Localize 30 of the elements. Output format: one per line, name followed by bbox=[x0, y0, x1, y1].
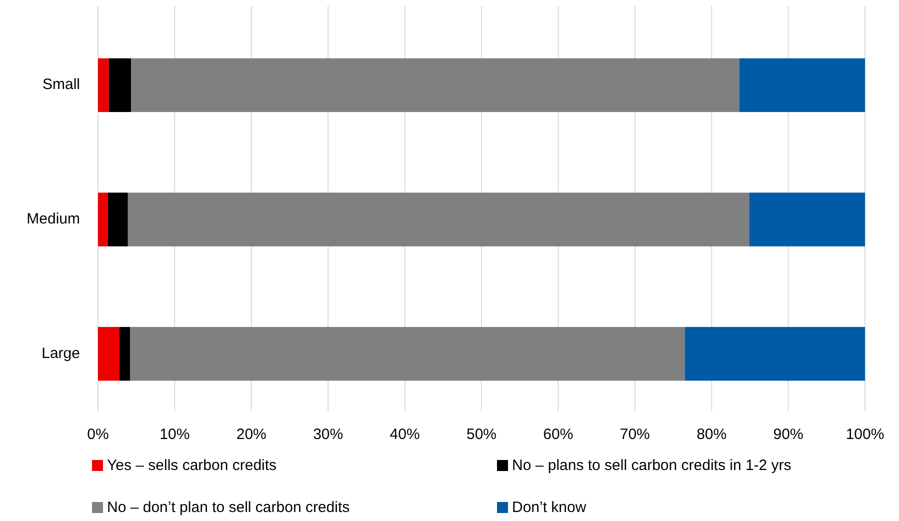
y-tick-label: Large bbox=[42, 344, 80, 362]
x-tick-label: 20% bbox=[236, 426, 266, 443]
x-tick-label: 30% bbox=[313, 426, 344, 443]
bar bbox=[128, 192, 750, 246]
x-tick-label: 40% bbox=[390, 426, 420, 443]
x-tick-label: 10% bbox=[160, 426, 190, 443]
legend-label: No – plans to sell carbon credits in 1-2 yrs bbox=[512, 456, 792, 474]
x-tick-label: 90% bbox=[773, 426, 804, 443]
x-tick-label: 80% bbox=[696, 426, 727, 443]
x-tick-label: 0% bbox=[87, 426, 109, 443]
legend-label: Don’t know bbox=[512, 498, 586, 516]
bar bbox=[108, 192, 128, 246]
bar bbox=[739, 58, 865, 112]
y-tick-label: Medium bbox=[26, 210, 80, 228]
bar bbox=[98, 192, 108, 246]
bar bbox=[130, 58, 740, 112]
legend-label: No – don’t plan to sell carbon credits bbox=[107, 498, 350, 516]
bar bbox=[119, 326, 130, 381]
bar bbox=[749, 192, 865, 246]
bar bbox=[130, 326, 685, 381]
bar bbox=[108, 58, 131, 112]
x-tick-label: 60% bbox=[543, 426, 574, 443]
x-tick-label: 70% bbox=[620, 426, 650, 443]
bar bbox=[684, 326, 865, 381]
x-tick-label: 100% bbox=[846, 426, 884, 443]
bar bbox=[98, 326, 120, 381]
x-tick-label: 50% bbox=[466, 426, 497, 443]
bar bbox=[98, 58, 109, 112]
y-tick-label: Small bbox=[42, 76, 80, 94]
legend-label: Yes – sells carbon credits bbox=[107, 456, 277, 474]
